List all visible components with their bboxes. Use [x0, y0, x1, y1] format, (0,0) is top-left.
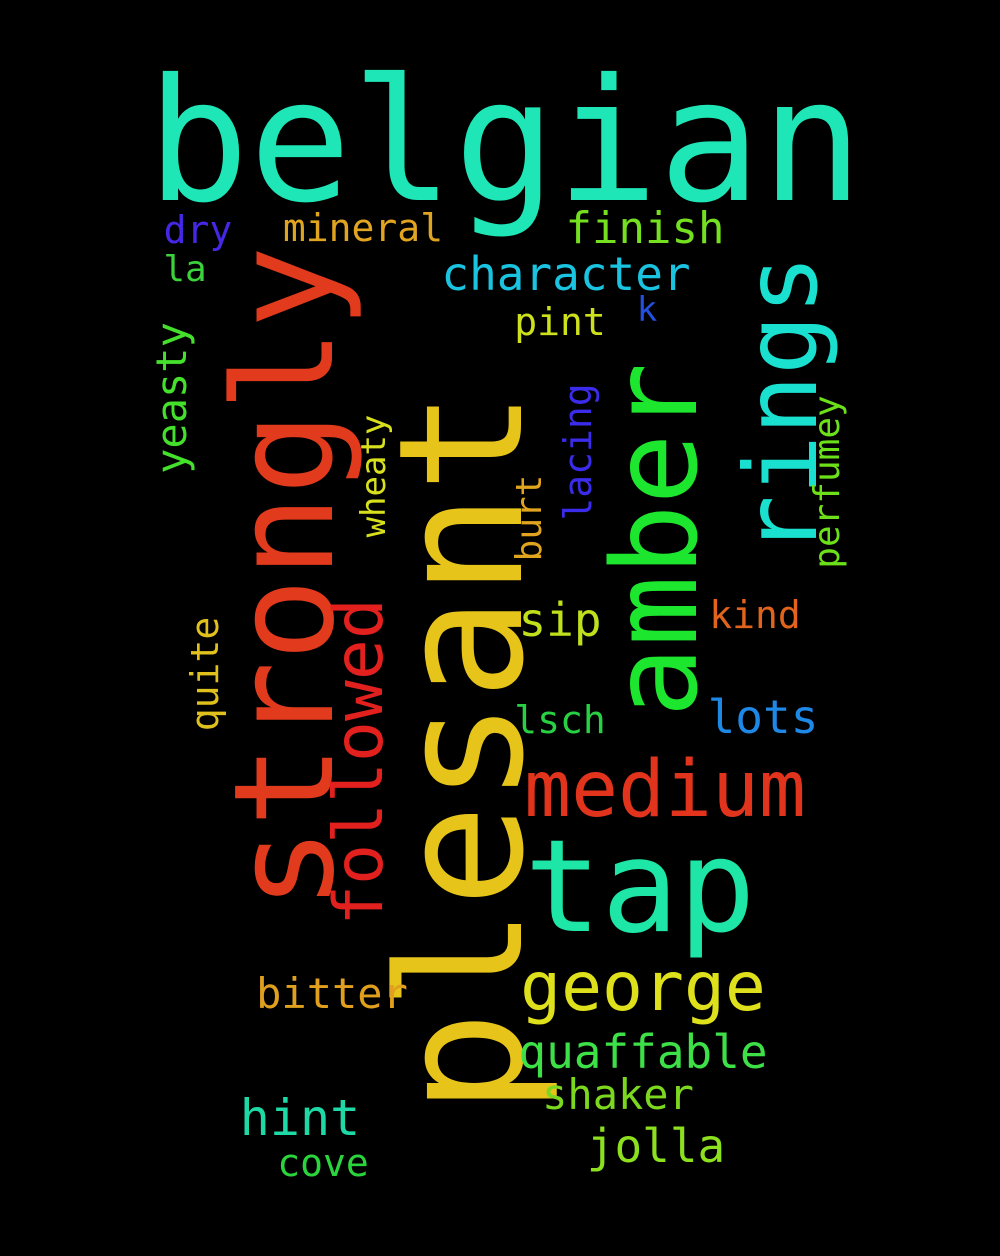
word-quaffable: quaffable: [518, 1025, 768, 1079]
word-pint: pint: [514, 300, 606, 344]
word-belgian: belgian: [146, 43, 864, 241]
word-sip: sip: [518, 593, 602, 647]
word-character: character: [441, 247, 691, 301]
word-lsch: lsch: [514, 698, 606, 742]
word-followed: followed: [320, 598, 399, 926]
word-perfumey: perfumey: [807, 395, 848, 569]
word-k: k: [636, 290, 658, 330]
word-la: la: [163, 249, 207, 290]
word-george: george: [520, 948, 766, 1027]
word-burt: burt: [509, 474, 550, 562]
word-wheaty: wheaty: [354, 414, 394, 538]
word-cove: cove: [277, 1141, 369, 1185]
word-mineral: mineral: [282, 206, 444, 250]
word-medium: medium: [524, 745, 806, 835]
word-shaker: shaker: [542, 1070, 694, 1119]
word-amber: amber: [586, 362, 724, 718]
word-dry: dry: [163, 208, 233, 252]
word-kind: kind: [709, 593, 801, 637]
word-jolla: jolla: [586, 1119, 726, 1173]
word-tap: tap: [524, 813, 756, 962]
word-lots: lots: [707, 690, 819, 744]
word-yeasty: yeasty: [147, 322, 196, 474]
word-lacing: lacing: [556, 383, 600, 521]
word-finish: finish: [565, 203, 725, 254]
word-quite: quite: [183, 616, 227, 732]
word-hint: hint: [239, 1089, 361, 1147]
word-bitter: bitter: [256, 969, 408, 1018]
